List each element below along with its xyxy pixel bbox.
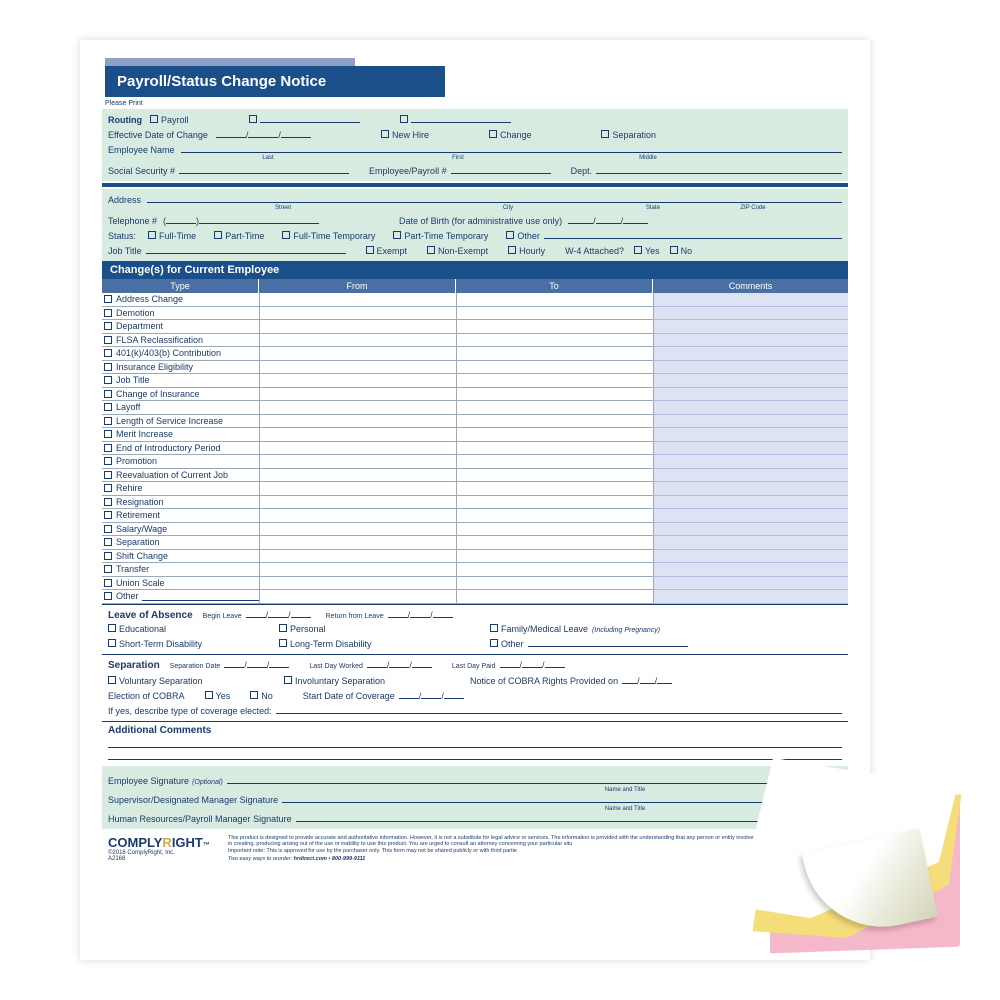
divider bbox=[102, 181, 848, 189]
change-label: Resignation bbox=[116, 497, 164, 507]
change-checkbox[interactable] bbox=[104, 471, 112, 479]
please-print-label: Please Print bbox=[105, 100, 848, 107]
change-checkbox[interactable] bbox=[104, 376, 112, 384]
contact-section: Address Street City State ZIP Code Telep… bbox=[102, 189, 848, 261]
change-checkbox[interactable] bbox=[104, 552, 112, 560]
change-checkbox[interactable] bbox=[104, 538, 112, 546]
change-label: End of Introductory Period bbox=[116, 443, 221, 453]
change-checkbox[interactable] bbox=[104, 430, 112, 438]
separation-section: Separation Separation Date// Last Day Wo… bbox=[102, 654, 848, 721]
change-checkbox[interactable] bbox=[104, 511, 112, 519]
change-checkbox[interactable] bbox=[104, 417, 112, 425]
change-checkbox[interactable] bbox=[104, 457, 112, 465]
change-label: Job Title bbox=[116, 375, 150, 385]
change-label: Length of Service Increase bbox=[116, 416, 223, 426]
change-label: Union Scale bbox=[116, 578, 165, 588]
change-checkbox[interactable] bbox=[104, 390, 112, 398]
change-label: Retirement bbox=[116, 510, 160, 520]
change-label: Separation bbox=[116, 537, 160, 547]
change-row: Change of Insurance bbox=[102, 388, 848, 402]
routing-opt2-checkbox[interactable] bbox=[249, 115, 257, 123]
routing-section: Routing Payroll Effective Date of Change… bbox=[102, 109, 848, 181]
change-label: 401(k)/403(b) Contribution bbox=[116, 348, 221, 358]
comments-section: Additional Comments bbox=[102, 721, 848, 762]
change-row: Layoff bbox=[102, 401, 848, 415]
footer: COMPLYRIGHT™ ©2016 ComplyRight, Inc. A21… bbox=[102, 829, 848, 863]
attorney-badge: ATTORNEY APPROVED bbox=[767, 843, 842, 863]
change-row: Merit Increase bbox=[102, 428, 848, 442]
change-row: End of Introductory Period bbox=[102, 442, 848, 456]
change-row: Reevaluation of Current Job bbox=[102, 469, 848, 483]
change-label: Salary/Wage bbox=[116, 524, 167, 534]
change-label: FLSA Reclassification bbox=[116, 335, 203, 345]
change-label: Department bbox=[116, 321, 163, 331]
change-label: Rehire bbox=[116, 483, 143, 493]
change-checkbox[interactable] bbox=[104, 403, 112, 411]
change-label: Merit Increase bbox=[116, 429, 173, 439]
separation-checkbox[interactable] bbox=[601, 130, 609, 138]
routing-opt3-checkbox[interactable] bbox=[400, 115, 408, 123]
change-label: Change of Insurance bbox=[116, 389, 200, 399]
change-checkbox[interactable] bbox=[104, 309, 112, 317]
change-checkbox[interactable] bbox=[104, 565, 112, 573]
change-checkbox[interactable] bbox=[104, 525, 112, 533]
change-row: Union Scale bbox=[102, 577, 848, 591]
change-row: Demotion bbox=[102, 307, 848, 321]
change-label: Address Change bbox=[116, 294, 183, 304]
change-label: Reevaluation of Current Job bbox=[116, 470, 228, 480]
change-row: Job Title bbox=[102, 374, 848, 388]
change-label: Insurance Eligibility bbox=[116, 362, 193, 372]
routing-label: Routing bbox=[108, 115, 142, 125]
change-checkbox[interactable] bbox=[104, 349, 112, 357]
change-label: Shift Change bbox=[116, 551, 168, 561]
change-checkbox[interactable] bbox=[489, 130, 497, 138]
change-row: Department bbox=[102, 320, 848, 334]
change-row: Promotion bbox=[102, 455, 848, 469]
change-row: Shift Change bbox=[102, 550, 848, 564]
change-checkbox[interactable] bbox=[104, 295, 112, 303]
changes-columns: Type From To Comments bbox=[102, 279, 848, 293]
change-row: Length of Service Increase bbox=[102, 415, 848, 429]
change-checkbox[interactable] bbox=[104, 579, 112, 587]
change-checkbox[interactable] bbox=[104, 363, 112, 371]
change-checkbox[interactable] bbox=[104, 336, 112, 344]
change-label: Demotion bbox=[116, 308, 155, 318]
change-label: Layoff bbox=[116, 402, 140, 412]
leave-section: Leave of Absence Begin Leave// Return fr… bbox=[102, 604, 848, 654]
change-checkbox[interactable] bbox=[104, 498, 112, 506]
newhire-checkbox[interactable] bbox=[381, 130, 389, 138]
change-checkbox[interactable] bbox=[104, 322, 112, 330]
change-row: Other bbox=[102, 590, 848, 604]
title-accent bbox=[105, 58, 355, 66]
change-row: FLSA Reclassification bbox=[102, 334, 848, 348]
change-label: Transfer bbox=[116, 564, 149, 574]
change-row: Separation bbox=[102, 536, 848, 550]
change-label: Promotion bbox=[116, 456, 157, 466]
payroll-checkbox[interactable] bbox=[150, 115, 158, 123]
signature-section: Employee Signature(Optional) Name and Ti… bbox=[102, 766, 848, 829]
change-row: 401(k)/403(b) Contribution bbox=[102, 347, 848, 361]
disclaimer: This product is designed to provide accu… bbox=[228, 835, 757, 863]
change-row: Rehire bbox=[102, 482, 848, 496]
change-label: Other bbox=[116, 591, 139, 601]
change-row: Resignation bbox=[102, 496, 848, 510]
change-row: Salary/Wage bbox=[102, 523, 848, 537]
form-title: Payroll/Status Change Notice bbox=[105, 66, 445, 97]
change-row: Retirement bbox=[102, 509, 848, 523]
change-row: Insurance Eligibility bbox=[102, 361, 848, 375]
change-row: Address Change bbox=[102, 293, 848, 307]
changes-table: Address Change Demotion Department FLSA Rec… bbox=[102, 293, 848, 604]
changes-header: Change(s) for Current Employee bbox=[102, 261, 848, 279]
change-checkbox[interactable] bbox=[104, 592, 112, 600]
form-page: Payroll/Status Change Notice Please Prin… bbox=[80, 40, 870, 960]
change-checkbox[interactable] bbox=[104, 484, 112, 492]
change-checkbox[interactable] bbox=[104, 444, 112, 452]
logo: COMPLYRIGHT™ bbox=[108, 835, 218, 850]
change-row: Transfer bbox=[102, 563, 848, 577]
